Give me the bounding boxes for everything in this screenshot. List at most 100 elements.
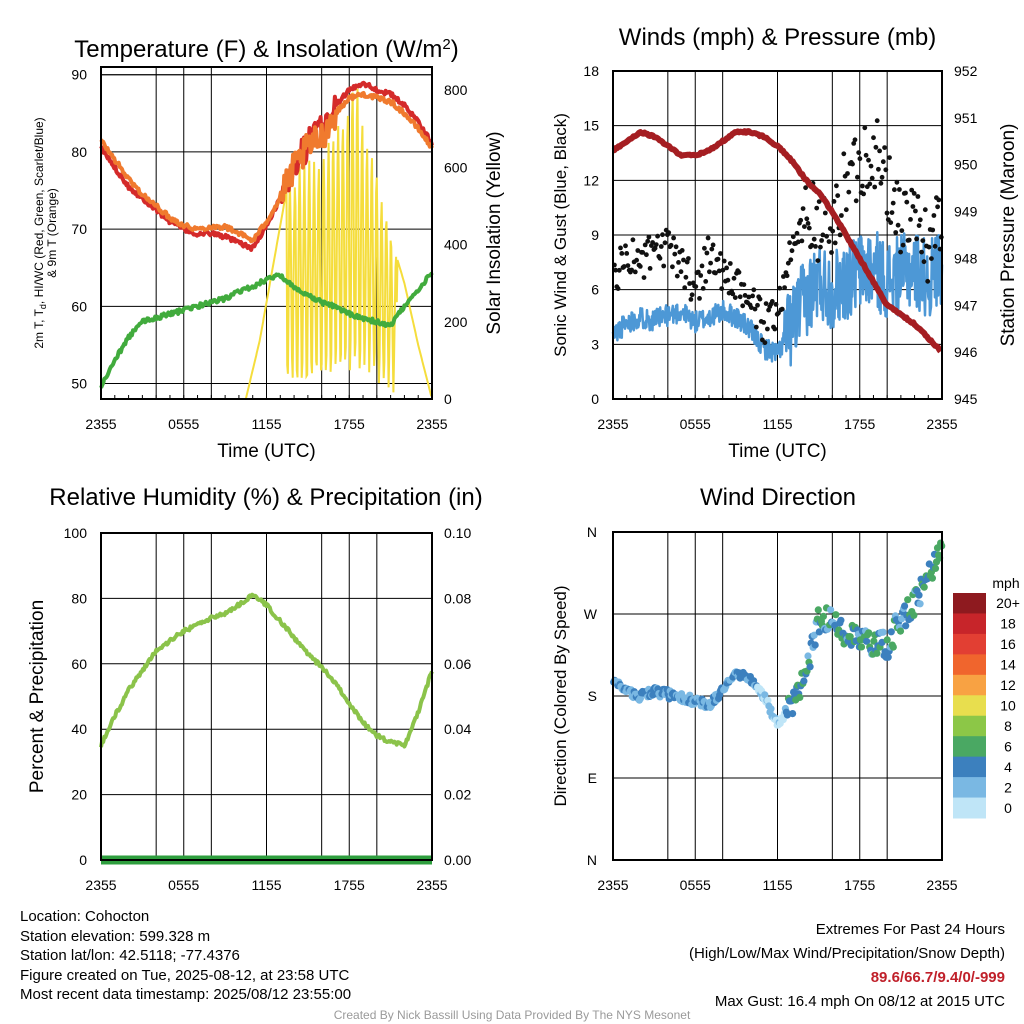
gust-point [652, 245, 658, 251]
direction-point [898, 615, 906, 623]
gust-point [708, 260, 713, 266]
y2-tick-label: 0.10 [444, 525, 471, 541]
y2-tick-label: 0.08 [444, 590, 471, 606]
gust-point [882, 145, 887, 151]
gust-point [800, 206, 806, 212]
x-tick-label: 0555 [168, 877, 199, 893]
gust-point [826, 239, 832, 245]
gust-point [890, 200, 896, 206]
temperature-9m-line [99, 90, 434, 244]
colorbar-unit: mph [992, 575, 1019, 591]
gust-point [850, 161, 855, 167]
gust-point [777, 285, 783, 291]
gust-point [893, 230, 899, 235]
direction-point [910, 611, 918, 619]
extremes-info: Extremes For Past 24 Hours (High/Low/Max… [689, 918, 1005, 1014]
direction-point [761, 691, 769, 699]
direction-point [814, 606, 822, 614]
gust-point [837, 232, 843, 238]
gust-point [707, 269, 712, 275]
gust-point [811, 236, 817, 242]
plot-frame [612, 531, 943, 861]
gust-point [814, 205, 820, 211]
colorbar-swatch [953, 674, 986, 696]
gust-point [704, 250, 710, 256]
gust-point [802, 224, 807, 230]
y-tick-label: 0 [79, 852, 87, 868]
y2-tick-label: 946 [954, 344, 978, 360]
colorbar-label: 8 [1004, 718, 1012, 734]
gust-point [699, 263, 705, 269]
gust-point [920, 238, 926, 244]
gust-point [681, 257, 686, 263]
gust-point [931, 213, 937, 218]
chart-title: Winds (mph) & Pressure (mb) [619, 24, 936, 51]
gust-point [640, 250, 646, 255]
colorbar-swatch [953, 593, 986, 614]
extremes-values: 89.6/66.7/9.4/0/-999 [870, 969, 1005, 986]
gust-point [852, 137, 858, 143]
gust-point [684, 259, 690, 265]
gust-point [878, 180, 884, 186]
pressure-line [611, 128, 943, 354]
chart-title: Temperature (F) & Insolation (W/m2) [74, 36, 458, 63]
gust-point [615, 286, 621, 291]
direction-point [764, 696, 772, 705]
gust-point [674, 273, 680, 279]
gust-point [880, 159, 886, 165]
gust-point [883, 167, 889, 173]
gust-point [887, 155, 892, 161]
gust-point [906, 237, 912, 243]
gust-point [730, 291, 736, 297]
gust-point [752, 306, 758, 312]
gust-point [798, 217, 804, 223]
direction-point [931, 564, 940, 573]
gust-point [846, 189, 852, 195]
gust-point [762, 340, 768, 346]
gust-point [721, 258, 727, 264]
y2-tick-label: 945 [954, 391, 978, 407]
max-gust-text: Max Gust: 16.4 mph On 08/12 at 2015 UTC [714, 993, 1005, 1010]
direction-point [920, 583, 928, 591]
gust-point [661, 263, 667, 269]
colorbar-swatch [953, 654, 986, 676]
gust-point [784, 273, 790, 279]
x-tick-label: 2355 [416, 416, 447, 432]
gust-point [634, 257, 639, 263]
gust-point [655, 233, 660, 239]
direction-point [870, 637, 878, 645]
y-tick-label: W [584, 606, 598, 622]
direction-point [779, 716, 787, 724]
gust-point [830, 228, 836, 234]
gust-point [895, 222, 901, 228]
x-tick-label: 2355 [926, 877, 957, 893]
gust-point [725, 277, 731, 283]
x-tick-label: 0555 [680, 416, 711, 432]
x-tick-label: 1755 [844, 877, 875, 893]
gust-point [917, 217, 923, 223]
created-text: Figure created on Tue, 2025-08-12, at 23… [20, 966, 350, 984]
y-tick-label: 100 [64, 525, 88, 541]
gust-point [637, 264, 643, 269]
gust-point [831, 199, 837, 204]
gust-point [897, 187, 902, 192]
gust-point [662, 240, 668, 246]
gust-point [932, 243, 938, 249]
gust-point [909, 187, 915, 193]
gust-point [913, 208, 918, 214]
gust-point [892, 187, 897, 193]
latlon-text: Station lat/lon: 42.5118; -77.4376 [20, 947, 240, 965]
direction-point [887, 628, 895, 636]
gust-point [724, 265, 729, 271]
direction-point [928, 574, 937, 582]
colorbar-label: 16 [1000, 636, 1016, 652]
gust-point [647, 266, 653, 271]
gust-point [644, 252, 649, 258]
gust-point [719, 286, 725, 291]
y2-tick-label: 0 [444, 391, 452, 407]
y-axis-label: 2m T, Td, HI/WC (Red, Green, Scarlet/Blu… [32, 117, 59, 348]
gust-point [740, 303, 746, 309]
direction-point [796, 693, 804, 702]
y-tick-label: 9 [591, 227, 599, 243]
